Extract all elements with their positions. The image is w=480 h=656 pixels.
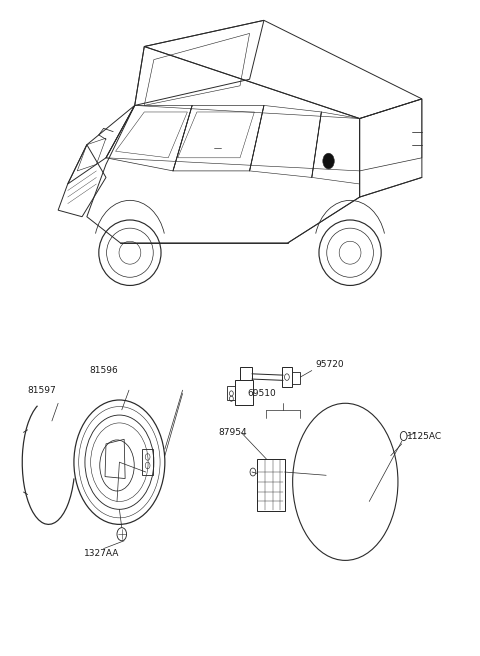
Text: 69510: 69510 [247, 389, 276, 398]
Text: 1125AC: 1125AC [407, 432, 442, 441]
Text: 95720: 95720 [316, 359, 344, 369]
Text: 87954: 87954 [218, 428, 247, 438]
Circle shape [323, 154, 334, 169]
Text: 81597: 81597 [27, 386, 56, 395]
Text: 81596: 81596 [89, 366, 118, 375]
Text: 1327AA: 1327AA [84, 549, 120, 558]
